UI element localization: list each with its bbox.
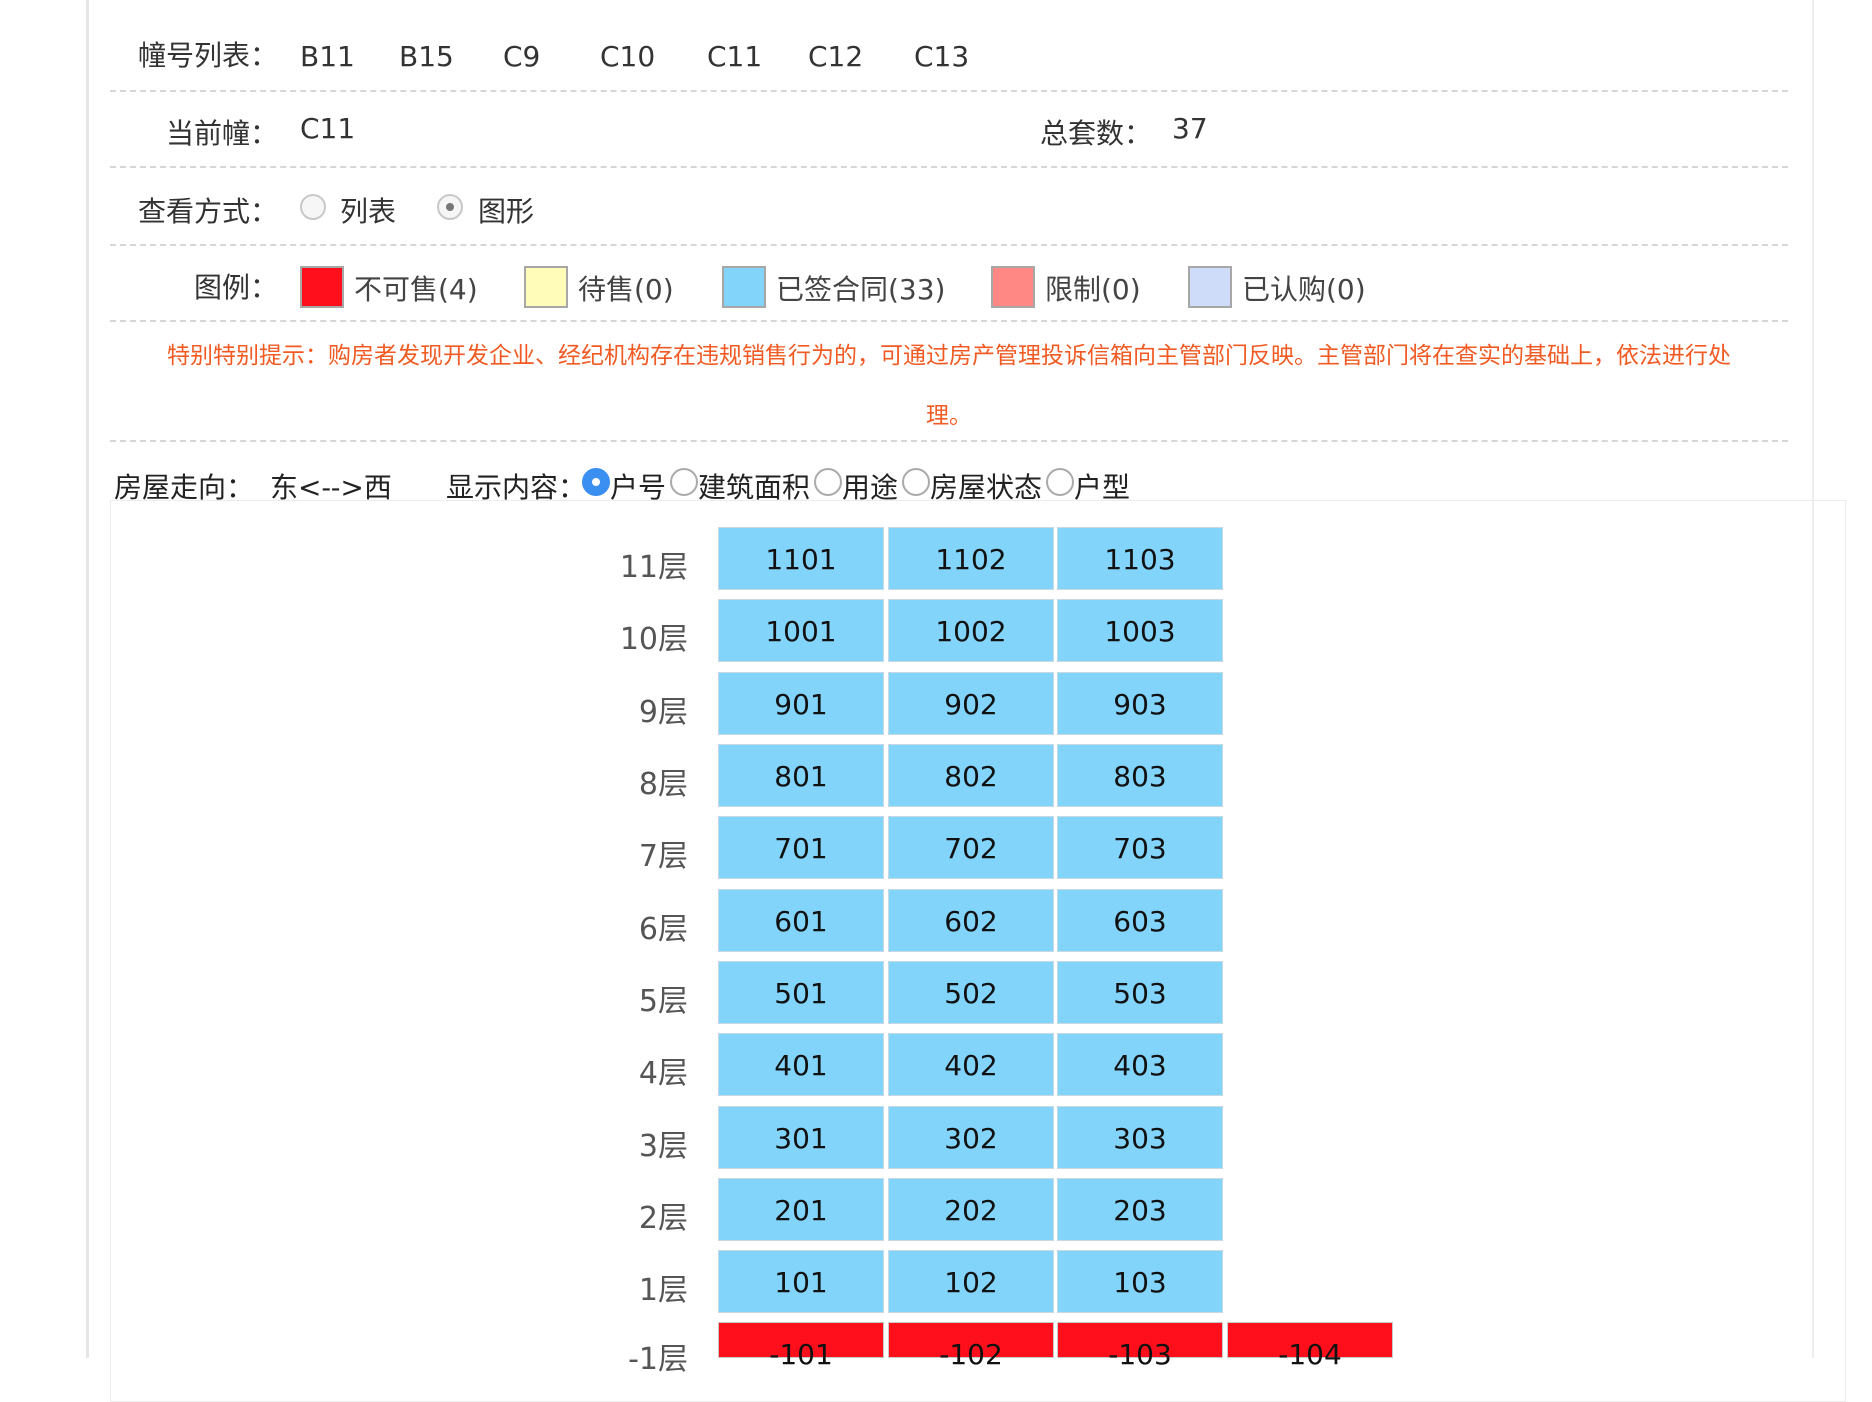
total-units-label: 总套数： [1040,117,1153,150]
display-option-floor-area[interactable]: 建筑面积 [698,471,811,504]
view-mode-row [110,168,1788,246]
view-mode-graphic-radio[interactable] [437,194,463,220]
total-units-value: 37 [1172,112,1208,145]
orientation-value: 东<-->西 [270,471,392,504]
display-option-house-status[interactable]: 房屋状态 [930,471,1043,504]
unit-cell[interactable]: 201 [718,1178,884,1241]
building-link-c10[interactable]: C10 [600,40,656,73]
building-list-row [110,0,1788,92]
unit-cell[interactable]: 603 [1057,889,1223,952]
view-mode-list-label[interactable]: 列表 [340,195,397,228]
unit-cell[interactable]: 103 [1057,1250,1223,1313]
unit-cell[interactable]: -104 [1227,1322,1393,1371]
display-radio-usage[interactable] [814,468,842,496]
floor-label: 5层 [638,984,688,1019]
display-radio-floor-area[interactable] [670,468,698,496]
unit-cell[interactable]: 401 [718,1033,884,1096]
unit-cell[interactable]: 302 [888,1106,1054,1169]
display-radio-layout[interactable] [1046,468,1074,496]
legend-text-unsellable: 不可售(4) [354,273,478,306]
building-link-b15[interactable]: B15 [399,40,454,73]
unit-cell[interactable]: 601 [718,889,884,952]
unit-cell[interactable]: 1002 [888,599,1054,662]
unit-cell[interactable]: 1102 [888,527,1054,590]
unit-cell[interactable]: 403 [1057,1033,1223,1096]
unit-cell[interactable]: 703 [1057,816,1223,879]
notice-line-2: 理。 [926,403,972,429]
unit-cell[interactable]: 1101 [718,527,884,590]
display-option-layout[interactable]: 户型 [1074,471,1131,504]
legend-text-contract-signed: 已签合同(33) [776,273,946,306]
legend-label: 图例： [194,271,279,304]
unit-cell[interactable]: 1001 [718,599,884,662]
unit-cell[interactable]: 802 [888,744,1054,807]
legend-swatch-unsellable [300,266,344,308]
legend-swatch-subscribed [1188,266,1232,308]
floor-label: -1层 [628,1342,688,1377]
floor-label: 6层 [638,912,688,947]
unit-cell[interactable]: 1003 [1057,599,1223,662]
view-mode-graphic-label[interactable]: 图形 [478,195,535,228]
floor-label: 10层 [619,622,688,657]
floor-label: 1层 [638,1273,688,1308]
unit-cell[interactable]: 503 [1057,961,1223,1024]
unit-cell[interactable]: 803 [1057,744,1223,807]
unit-cell[interactable]: -102 [888,1322,1054,1371]
display-content-label: 显示内容： [446,471,587,504]
display-option-unit-no[interactable]: 户号 [610,471,667,504]
unit-cell[interactable]: 303 [1057,1106,1223,1169]
unit-cell[interactable]: 202 [888,1178,1054,1241]
legend-swatch-restricted [991,266,1035,308]
unit-cell[interactable]: 203 [1057,1178,1223,1241]
notice-row [110,322,1788,442]
unit-cell[interactable]: 602 [888,889,1054,952]
notice-line-1: 特别特别提示：购房者发现开发企业、经纪机构存在违规销售行为的，可通过房产管理投诉… [167,343,1731,369]
floor-label: 3层 [638,1129,688,1164]
unit-cell[interactable]: 102 [888,1250,1054,1313]
page-frame-left-border [86,0,89,1358]
unit-cell[interactable]: 702 [888,816,1054,879]
floor-label: 8层 [638,767,688,802]
current-building-label: 当前幢： [166,117,279,150]
legend-text-for-sale: 待售(0) [578,273,674,306]
unit-cell[interactable]: 801 [718,744,884,807]
unit-cell[interactable]: 402 [888,1033,1054,1096]
legend-text-restricted: 限制(0) [1045,273,1141,306]
floor-label: 4层 [638,1056,688,1091]
legend-row [110,246,1788,322]
building-link-b11[interactable]: B11 [300,40,355,73]
unit-cell[interactable]: -103 [1057,1322,1223,1371]
orientation-label: 房屋走向： [114,471,255,504]
unit-cell[interactable]: 903 [1057,672,1223,735]
unit-cell[interactable]: 101 [718,1250,884,1313]
building-link-c9[interactable]: C9 [503,40,541,73]
unit-cell[interactable]: 1103 [1057,527,1223,590]
legend-swatch-for-sale [524,266,568,308]
current-building-value: C11 [300,112,356,145]
unit-cell[interactable]: 701 [718,816,884,879]
view-mode-list-radio[interactable] [300,194,326,220]
building-link-c11[interactable]: C11 [707,40,763,73]
floor-label: 11层 [619,550,688,585]
display-option-usage[interactable]: 用途 [842,471,899,504]
unit-cell[interactable]: 502 [888,961,1054,1024]
unit-cell[interactable]: 501 [718,961,884,1024]
legend-text-subscribed: 已认购(0) [1242,273,1366,306]
building-link-c12[interactable]: C12 [808,40,864,73]
floor-label: 7层 [638,839,688,874]
display-radio-house-status[interactable] [902,468,930,496]
page-frame-right-border [1812,0,1814,1358]
legend-swatch-contract-signed [722,266,766,308]
current-building-row [110,92,1788,168]
view-mode-label: 查看方式： [138,195,279,228]
unit-cell[interactable]: 902 [888,672,1054,735]
display-radio-unit-no[interactable] [582,468,610,496]
unit-cell[interactable]: -101 [718,1322,884,1371]
building-list-label: 幢号列表： [138,39,279,72]
floor-label: 2层 [638,1201,688,1236]
floor-label: 9层 [638,695,688,730]
building-link-c13[interactable]: C13 [914,40,970,73]
unit-cell[interactable]: 301 [718,1106,884,1169]
unit-cell[interactable]: 901 [718,672,884,735]
